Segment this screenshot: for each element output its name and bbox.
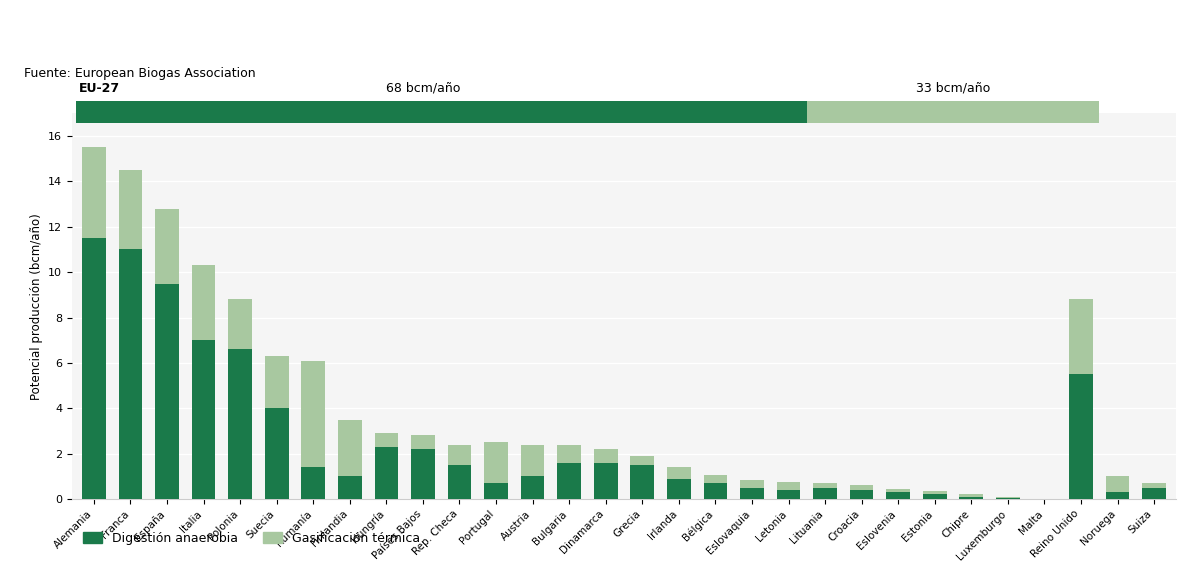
Bar (484, 442, 508, 483)
Bar (923, 491, 947, 494)
Bar (338, 476, 361, 499)
Bar (850, 490, 874, 499)
Bar (1069, 374, 1093, 499)
Bar (557, 445, 581, 463)
Bar (82, 147, 106, 238)
Bar (448, 465, 472, 499)
Text: Fuente: European Biogas Association: Fuente: European Biogas Association (24, 67, 256, 80)
Bar (1142, 488, 1166, 499)
Bar (806, 101, 1099, 123)
Bar (301, 361, 325, 467)
Bar (667, 467, 691, 479)
Bar (594, 449, 618, 463)
Bar (1105, 492, 1129, 499)
Text: 68 bcm/año: 68 bcm/año (385, 82, 460, 95)
Bar (228, 349, 252, 499)
Bar (1142, 483, 1166, 488)
Bar (740, 480, 764, 488)
Bar (521, 445, 545, 476)
Bar (1105, 476, 1129, 492)
Bar (448, 445, 472, 465)
Legend: Digestión anaerobia, Gasificación térmica: Digestión anaerobia, Gasificación térmic… (78, 527, 425, 550)
Bar (923, 494, 947, 499)
Bar (265, 408, 288, 499)
Bar (521, 476, 545, 499)
Bar (776, 490, 800, 499)
Bar (155, 209, 179, 284)
Text: EU-27: EU-27 (79, 82, 120, 95)
Bar (484, 483, 508, 499)
Bar (412, 449, 434, 499)
Text: 33 bcm/año: 33 bcm/año (916, 82, 990, 95)
Bar (776, 482, 800, 490)
Bar (850, 485, 874, 490)
Bar (1069, 299, 1093, 374)
Bar (374, 433, 398, 447)
Bar (740, 488, 764, 499)
Bar (338, 420, 361, 476)
Bar (192, 340, 216, 499)
Bar (996, 498, 1020, 499)
Bar (630, 465, 654, 499)
Bar (960, 497, 983, 499)
Bar (630, 456, 654, 465)
Bar (119, 249, 143, 499)
Bar (594, 463, 618, 499)
Bar (814, 483, 836, 488)
Bar (887, 492, 910, 499)
Bar (887, 489, 910, 492)
Bar (301, 467, 325, 499)
Bar (814, 488, 836, 499)
Bar (82, 238, 106, 499)
Bar (960, 494, 983, 497)
Bar (703, 483, 727, 499)
Bar (192, 265, 216, 340)
Bar (119, 170, 143, 249)
Bar (76, 101, 806, 123)
Bar (265, 356, 288, 408)
Bar (667, 479, 691, 499)
Text: POTENCIAL DE PRODUCCIÓN DE BIOMETANO PARA 2040 POR PAÍS Y TECNOLOGÍA (BCM/AÑO): POTENCIAL DE PRODUCCIÓN DE BIOMETANO PAR… (24, 22, 961, 41)
Bar (228, 299, 252, 349)
Bar (155, 284, 179, 499)
Bar (557, 463, 581, 499)
Bar (996, 497, 1020, 498)
Bar (412, 435, 434, 449)
Y-axis label: Potencial producción (bcm/año): Potencial producción (bcm/año) (30, 213, 42, 400)
Bar (703, 475, 727, 483)
Bar (374, 447, 398, 499)
